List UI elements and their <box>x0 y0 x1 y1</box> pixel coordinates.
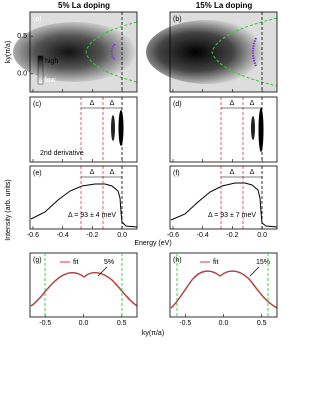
axis-label: Energy (eV) <box>134 240 171 247</box>
panel-label: (c) <box>33 101 41 108</box>
axis-label: Intensity (arb. units) <box>5 179 12 240</box>
panel-e <box>29 165 138 230</box>
panel-label: (e) <box>33 170 42 177</box>
legend-label: fit <box>213 259 219 266</box>
delta: Δ <box>230 169 235 176</box>
x-tick-label: -0.4 <box>197 232 209 239</box>
arrow <box>97 266 108 277</box>
panel-label: (g) <box>33 257 42 264</box>
axis-label: ky(π/a) <box>142 330 164 337</box>
x-tick-label: 0.0 <box>219 320 229 327</box>
delta: Δ <box>90 100 95 107</box>
legend-label: fit <box>73 259 79 266</box>
annotation: 2nd derivative <box>40 150 84 157</box>
panel-d <box>169 96 278 163</box>
x-tick-label: -0.2 <box>226 232 238 239</box>
title: 15% La doping <box>196 1 253 10</box>
figure: 5% La doping 15% La doping (a) (b) high … <box>5 1 278 337</box>
delta: Δ <box>110 169 115 176</box>
x-tick-label: -0.6 <box>27 232 39 239</box>
panel-f <box>169 165 278 230</box>
panel-label: (b) <box>173 16 182 23</box>
axis-label: ky(π/a) <box>5 41 12 63</box>
colorbar-label: high <box>45 58 58 65</box>
delta: Δ <box>250 169 255 176</box>
panel-label: (d) <box>173 101 182 108</box>
y-tick-label: 0.0 <box>17 71 27 78</box>
panel-label: (a) <box>33 16 42 23</box>
annotation: 15% <box>256 259 270 266</box>
x-tick-label: -0.6 <box>167 232 179 239</box>
arrow <box>249 266 260 277</box>
panel-c <box>29 96 138 163</box>
delta: Δ <box>250 100 255 107</box>
x-tick-label: 0.0 <box>257 232 267 239</box>
gap-value: Δ = 93 ± 7 meV <box>208 212 256 219</box>
x-tick-label: 0.5 <box>117 320 127 327</box>
y-tick-label: 0.5 <box>17 33 27 40</box>
x-tick-label: 0.0 <box>79 320 89 327</box>
delta: Δ <box>230 100 235 107</box>
panel-label: (f) <box>173 170 180 177</box>
title: 5% La doping <box>58 1 110 10</box>
panel-b <box>146 11 278 93</box>
delta: Δ <box>110 100 115 107</box>
colorbar-label: low <box>45 77 56 84</box>
x-tick-label: -0.5 <box>39 320 51 327</box>
delta: Δ <box>90 169 95 176</box>
x-tick-label: -0.5 <box>179 320 191 327</box>
x-tick-label: 0.5 <box>257 320 267 327</box>
gap-value: Δ = 93 ± 4 meV <box>68 212 116 219</box>
panel-a <box>13 11 138 93</box>
x-tick-label: 0.0 <box>117 232 127 239</box>
panel-g <box>29 252 138 318</box>
x-tick-label: -0.2 <box>86 232 98 239</box>
annotation: 5% <box>104 259 114 266</box>
x-tick-label: -0.4 <box>57 232 69 239</box>
